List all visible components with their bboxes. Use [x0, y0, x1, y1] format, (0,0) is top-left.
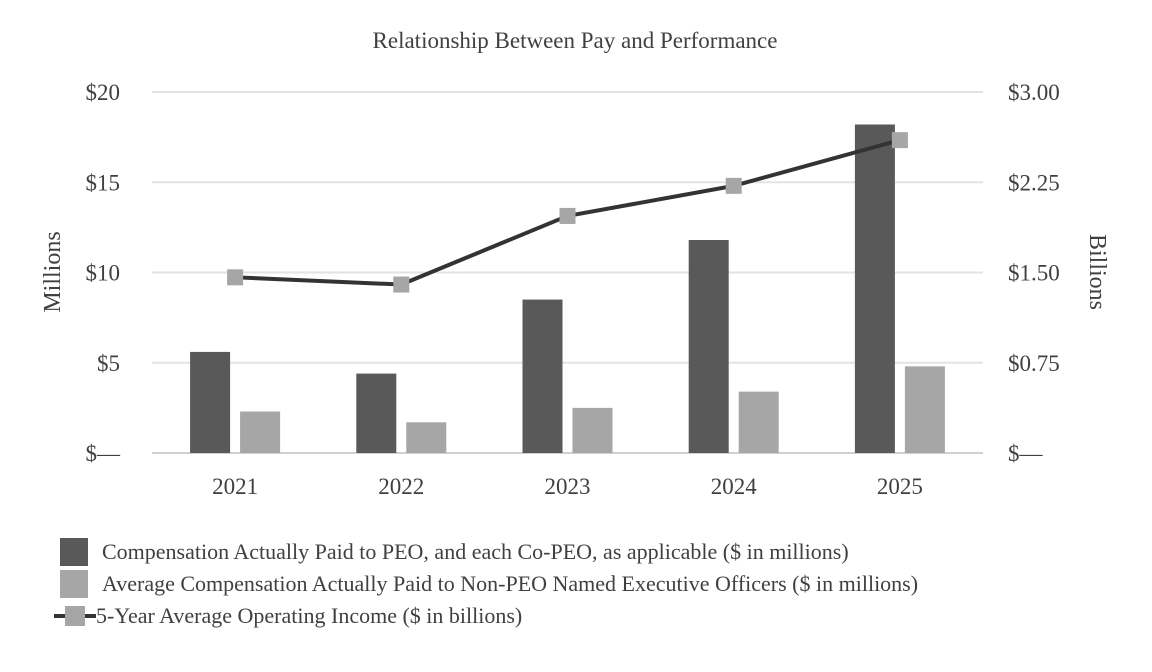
- line-marker: [227, 269, 244, 286]
- right-tick-label: $0.75: [1008, 351, 1060, 376]
- legend-item-non-peo: Average Compensation Actually Paid to No…: [60, 568, 918, 600]
- x-tick-label: 2021: [212, 474, 258, 499]
- operating-income-line: [227, 132, 908, 293]
- bar-series-2: [738, 391, 779, 453]
- line-marker: [393, 276, 410, 293]
- bar-series-2: [572, 407, 613, 453]
- bar-series-1: [190, 351, 231, 453]
- x-tick-label: 2024: [711, 474, 758, 499]
- legend: Compensation Actually Paid to PEO, and e…: [54, 536, 918, 632]
- bars: [190, 124, 945, 454]
- right-axis-label: Billions: [1084, 234, 1110, 310]
- legend-swatch-operating-income: [54, 602, 96, 630]
- legend-label-non-peo: Average Compensation Actually Paid to No…: [102, 571, 919, 596]
- left-tick-label: $15: [86, 170, 121, 195]
- right-tick-label: $3.00: [1008, 80, 1060, 105]
- legend-swatch-peo: [60, 538, 88, 566]
- right-tick-label: $2.25: [1008, 170, 1060, 195]
- left-axis-label: Millions: [40, 231, 66, 312]
- bar-series-1: [522, 299, 563, 453]
- legend-swatch-non-peo: [60, 570, 88, 598]
- line-marker: [559, 207, 576, 224]
- chart: Relationship Between Pay and Performance…: [40, 28, 1110, 499]
- bar-series-1: [688, 240, 729, 453]
- bar-series-2: [406, 422, 447, 453]
- x-axis-ticks: 2021 2022 2023 2024 2025: [212, 474, 923, 499]
- bar-series-2: [240, 411, 281, 453]
- bar-series-1: [356, 373, 397, 453]
- bar-series-1: [854, 124, 895, 454]
- left-axis-ticks: $— $5 $10 $15 $20: [86, 80, 122, 466]
- legend-item-operating-income: 5-Year Average Operating Income ($ in bi…: [54, 600, 918, 632]
- left-tick-label: $10: [86, 261, 121, 286]
- left-tick-label: $20: [86, 80, 121, 105]
- x-tick-label: 2022: [378, 474, 424, 499]
- left-tick-label: $5: [97, 351, 120, 376]
- legend-item-peo: Compensation Actually Paid to PEO, and e…: [60, 536, 918, 568]
- line-marker: [891, 132, 908, 149]
- x-tick-label: 2025: [877, 474, 923, 499]
- line-marker: [725, 177, 742, 194]
- legend-label-peo: Compensation Actually Paid to PEO, and e…: [102, 539, 849, 564]
- x-tick-label: 2023: [545, 474, 591, 499]
- chart-title: Relationship Between Pay and Performance: [373, 28, 778, 53]
- right-tick-label: $—: [1008, 441, 1044, 466]
- right-axis-ticks: $— $0.75 $1.50 $2.25 $3.00: [1008, 80, 1060, 466]
- gridlines: [152, 91, 983, 454]
- right-tick-label: $1.50: [1008, 261, 1060, 286]
- bar-series-2: [904, 366, 945, 453]
- legend-label-operating-income: 5-Year Average Operating Income ($ in bi…: [96, 603, 523, 628]
- left-tick-label: $—: [86, 441, 122, 466]
